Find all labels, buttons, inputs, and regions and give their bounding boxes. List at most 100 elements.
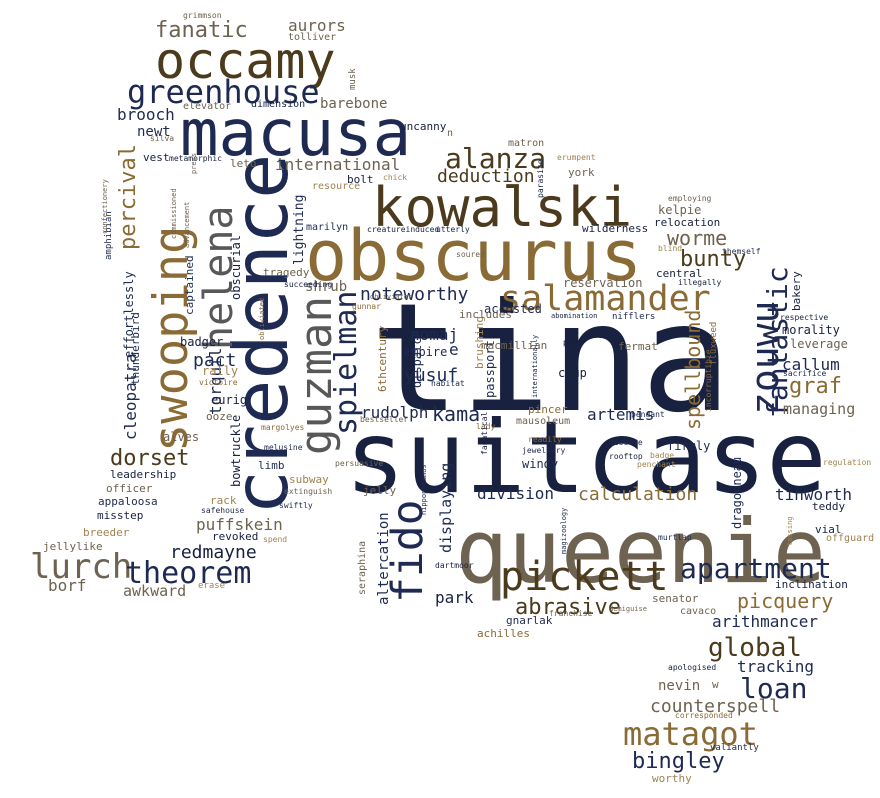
word-matagot: matagot (623, 715, 758, 753)
word-park: park (435, 588, 474, 607)
word-dragonneau: dragonneau (730, 457, 744, 529)
word-abomination: abomination (551, 312, 597, 320)
word-n: n (447, 128, 453, 139)
word-cavaco: cavaco (680, 606, 716, 617)
word-deserve: deserve (609, 438, 643, 447)
word-dimension: dimension (251, 99, 305, 110)
word-abrasive: abrasive (515, 595, 621, 620)
word-marilyn: marilyn (306, 222, 348, 233)
word-bowtruckle: bowtruckle (229, 415, 243, 487)
word-greenhouse: greenhouse (127, 73, 320, 111)
word-6thcentury: 6thcentury (376, 325, 389, 392)
word-uncanny: uncanny (400, 120, 447, 133)
word-torquil: torquil (206, 348, 225, 415)
word-inclination: inclination (775, 578, 848, 591)
word-blind: blind (658, 244, 682, 253)
word-firmly: firmly (667, 439, 710, 453)
word-altercation: altercation (376, 512, 392, 605)
word-metamorphic: metamorphic (169, 154, 222, 163)
word-counterspell: counterspell (650, 696, 780, 717)
word-division: division (477, 484, 554, 503)
word-kowalski: kowalski (372, 176, 632, 239)
word-obscurus: obscurus (305, 215, 642, 297)
word-misstep: misstep (97, 509, 143, 522)
word-yusuf: yusuf (404, 365, 458, 386)
word-matron: matron (508, 138, 544, 149)
word-demiguise: demiguise (609, 605, 647, 613)
word-resource: resource (312, 181, 360, 192)
word-dorset: dorset (110, 446, 189, 471)
word-percival: percival (116, 144, 141, 250)
word-lady: lady (476, 422, 495, 431)
word-fanatical: fanatical (480, 411, 489, 455)
word-gnarlak: gnarlak (506, 614, 553, 627)
word-officer: officer (106, 482, 153, 495)
word-pickett: pickett (500, 554, 669, 600)
word-calculation: calculation (578, 484, 697, 505)
word-borf: borf (48, 576, 87, 595)
word-queenie: queenie (455, 500, 826, 603)
word-breeder: breeder (83, 526, 130, 539)
word-jewellery: jewellery (522, 446, 566, 455)
word-redmayne: redmayne (170, 542, 257, 563)
word-spielman: spielman (329, 291, 364, 436)
word-effortlessly: effortlessly (122, 271, 136, 358)
word-seraphina: seraphina (357, 541, 368, 595)
word-nevin: nevin (658, 678, 700, 694)
word-dartmoor: dartmoor (435, 561, 474, 570)
word-worthy: worthy (652, 772, 692, 785)
word-theorem: theorem (125, 556, 251, 591)
word-fermat: fermat (618, 340, 658, 353)
word-limb: limb (258, 459, 285, 472)
word-murtlap: murtlap (658, 533, 692, 542)
word-jellylike: jellylike (43, 540, 103, 553)
word-habitat: habitat (431, 379, 465, 388)
word-valiantly: valiantly (710, 743, 759, 753)
word-illegally: illegally (678, 278, 722, 287)
word-fantastic: fantastic (761, 266, 794, 418)
word-internationally: internationally (531, 335, 539, 398)
word-bunty: bunty (680, 247, 746, 272)
word-leverage: leverage (790, 337, 848, 351)
word-parasite: parasite (536, 159, 545, 198)
word-bestseller: bestseller (360, 415, 408, 424)
word-chick: chick (383, 173, 407, 182)
word-central: central (656, 267, 702, 280)
word-pact: pact (193, 350, 236, 371)
word-picquery: picquery (737, 589, 833, 613)
word-themself: themself (722, 247, 761, 256)
word-captained: captained (183, 255, 196, 315)
word-accosted: accosted (484, 302, 542, 316)
word-deduction: deduction (437, 166, 535, 187)
word-tolliver: tolliver (288, 32, 336, 43)
word-pincer: pincer (528, 403, 568, 416)
word-relocation: relocation (654, 216, 720, 229)
word-obliviated: obliviated (258, 298, 266, 340)
word-respective: respective (780, 313, 828, 322)
word-leadership: leadership (110, 468, 176, 481)
word-spellbound: spellbound (681, 310, 705, 430)
word-tinworth: tinworth (775, 485, 852, 504)
word-barebone: barebone (320, 96, 387, 112)
word-lightning: lightning (292, 195, 307, 265)
word-hippopotamus: hippopotamus (420, 464, 428, 515)
word-gunnar: gunnar (352, 302, 381, 311)
word-e: e (449, 340, 459, 359)
word-amphibian: amphibian (104, 211, 114, 260)
word-erumpent: erumpent (557, 153, 596, 162)
word-spend: spend (263, 535, 287, 544)
word-corresponded: corresponded (675, 711, 733, 720)
word-soured: soured (456, 250, 485, 259)
word-obscurial: obscurial (229, 235, 243, 300)
word-noteworthy: noteworthy (360, 284, 469, 305)
word-obliviator: obliviator (370, 293, 412, 301)
word-victoire: victoire (199, 378, 238, 387)
word-senator: senator (652, 592, 699, 605)
word-tracking: tracking (737, 657, 814, 676)
word-appaloosa: appaloosa (98, 495, 158, 508)
word-dispatch: dispatch (410, 330, 424, 388)
word-rack: rack (210, 494, 237, 507)
word-helena: helena (196, 206, 242, 351)
word-leto: leto (230, 157, 257, 170)
word-teddy: teddy (812, 500, 845, 513)
